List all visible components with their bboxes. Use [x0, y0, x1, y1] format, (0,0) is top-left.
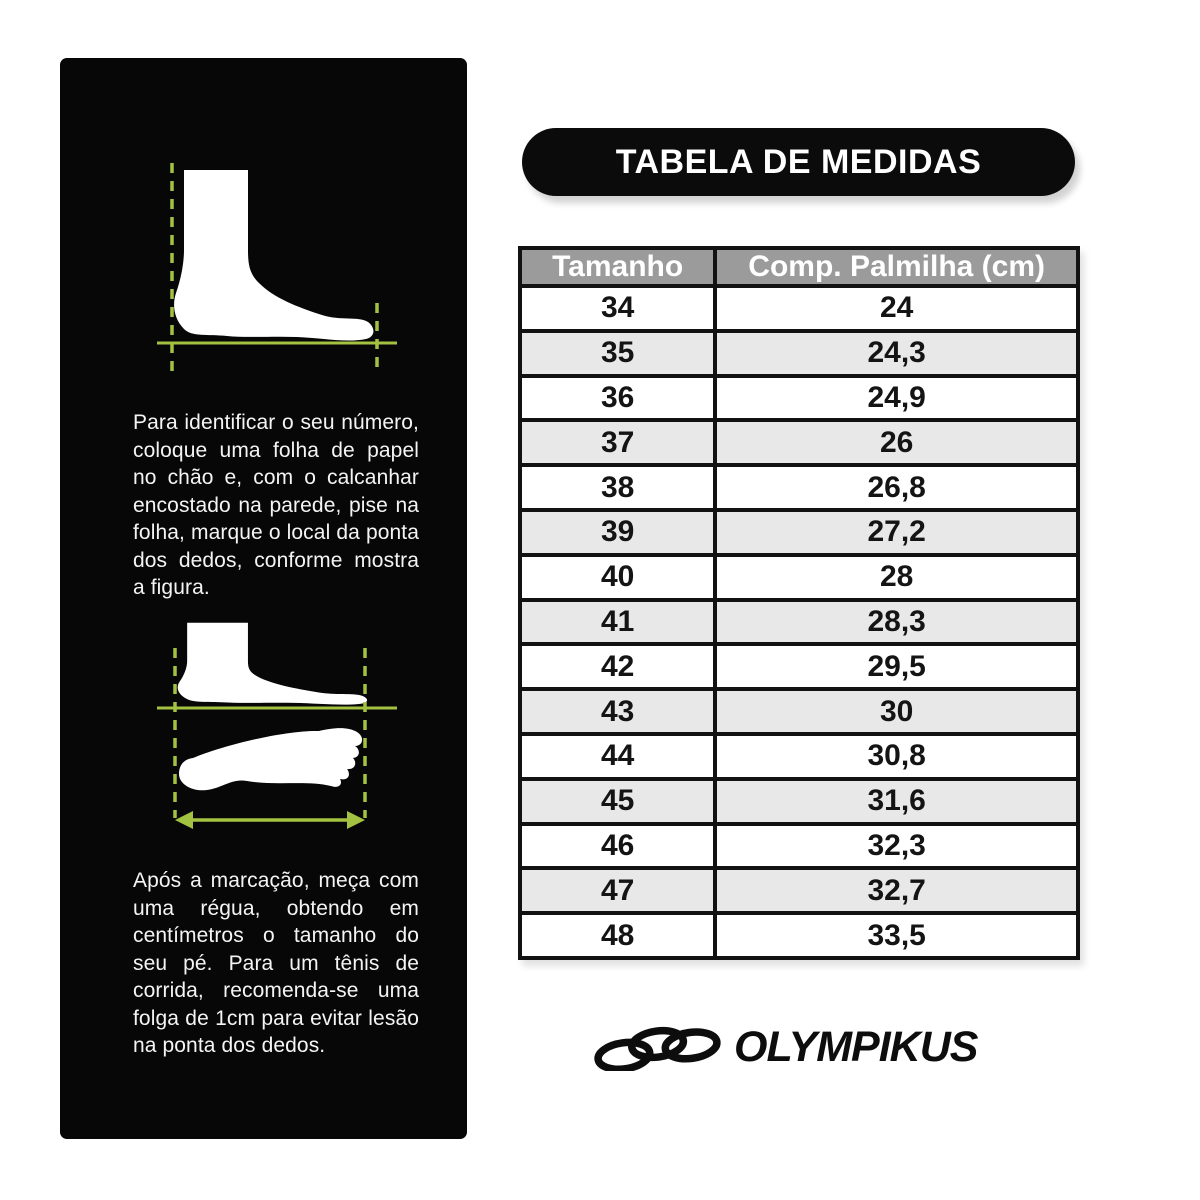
insole-length-cell: 30,8	[713, 731, 1080, 781]
size-cell: 40	[517, 552, 718, 602]
table-row: 37 26	[517, 418, 1080, 468]
footprint-silhouette	[179, 728, 363, 791]
olympikus-rings-icon	[594, 1026, 721, 1071]
instruction-step-1: Para identificar o seu número, coloque u…	[133, 411, 419, 599]
insole-length-cell: 31,6	[713, 776, 1080, 826]
foot-silhouette-small	[177, 622, 368, 705]
arrow-right-head	[347, 811, 365, 829]
insole-length-cell: 29,5	[713, 642, 1080, 692]
page-title: TABELA DE MEDIDAS	[615, 142, 982, 181]
table-row: 46 32,3	[517, 821, 1080, 871]
table-row: 48 33,5	[517, 911, 1080, 960]
insole-length-cell: 26,8	[713, 463, 1080, 512]
instruction-step-2: Após a marcação, meça com uma régua, obt…	[133, 869, 419, 1057]
insole-length-cell: 32,3	[713, 821, 1080, 871]
insole-length-cell: 32,7	[713, 866, 1080, 916]
arrow-left-head	[175, 811, 193, 829]
table-row: 39 27,2	[517, 507, 1080, 557]
size-table: Tamanho Comp. Palmilha (cm) 34 24 35 24,3 36…	[517, 246, 1080, 960]
table-row: 47 32,7	[517, 866, 1080, 916]
table-row: 35 24,3	[517, 328, 1080, 378]
insole-length-cell: 24	[713, 284, 1080, 333]
brand-logo: OLYMPIKUS	[592, 1018, 1012, 1076]
table-row: 36 24,9	[517, 373, 1080, 423]
size-cell: 34	[517, 284, 718, 333]
table-row: 38 26,8	[517, 463, 1080, 512]
size-cell: 37	[517, 418, 718, 468]
size-cell: 47	[517, 866, 718, 916]
table-row: 44 30,8	[517, 731, 1080, 781]
insole-length-cell: 26	[713, 418, 1080, 468]
brand-name: OLYMPIKUS	[734, 1022, 978, 1071]
table-header-row: Tamanho Comp. Palmilha (cm)	[517, 246, 1080, 288]
instruction-panel: Para identificar o seu número, coloque u…	[60, 58, 467, 1139]
table-row: 40 28	[517, 552, 1080, 602]
title-banner: TABELA DE MEDIDAS	[522, 128, 1075, 196]
insole-length-cell: 24,9	[713, 373, 1080, 423]
insole-length-cell: 27,2	[713, 507, 1080, 557]
table-row: 34 24	[517, 284, 1080, 333]
table-row: 43 30	[517, 687, 1080, 736]
foot-silhouette	[174, 170, 374, 341]
size-cell: 35	[517, 328, 718, 378]
size-cell: 38	[517, 463, 718, 512]
insole-length-cell: 28,3	[713, 597, 1080, 647]
size-cell: 41	[517, 597, 718, 647]
table-row: 41 28,3	[517, 597, 1080, 647]
size-cell: 36	[517, 373, 718, 423]
size-cell: 42	[517, 642, 718, 692]
table-row: 42 29,5	[517, 642, 1080, 692]
size-cell: 43	[517, 687, 718, 736]
foot-side-measure-icon	[157, 163, 397, 373]
size-cell: 46	[517, 821, 718, 871]
size-cell: 39	[517, 507, 718, 557]
size-table-body: 34 24 35 24,3 36 24,9 37 26 38 26,8 39 27,2 40 28 41 28…	[517, 284, 1080, 960]
table-row: 45 31,6	[517, 776, 1080, 826]
size-cell: 45	[517, 776, 718, 826]
size-cell: 44	[517, 731, 718, 781]
insole-length-cell: 24,3	[713, 328, 1080, 378]
column-header-insole: Comp. Palmilha (cm)	[713, 246, 1080, 288]
footprint-measure-icon	[157, 622, 397, 829]
insole-length-cell: 30	[713, 687, 1080, 736]
column-header-size: Tamanho	[517, 246, 718, 288]
size-cell: 48	[517, 911, 718, 960]
insole-length-cell: 28	[713, 552, 1080, 602]
insole-length-cell: 33,5	[713, 911, 1080, 960]
